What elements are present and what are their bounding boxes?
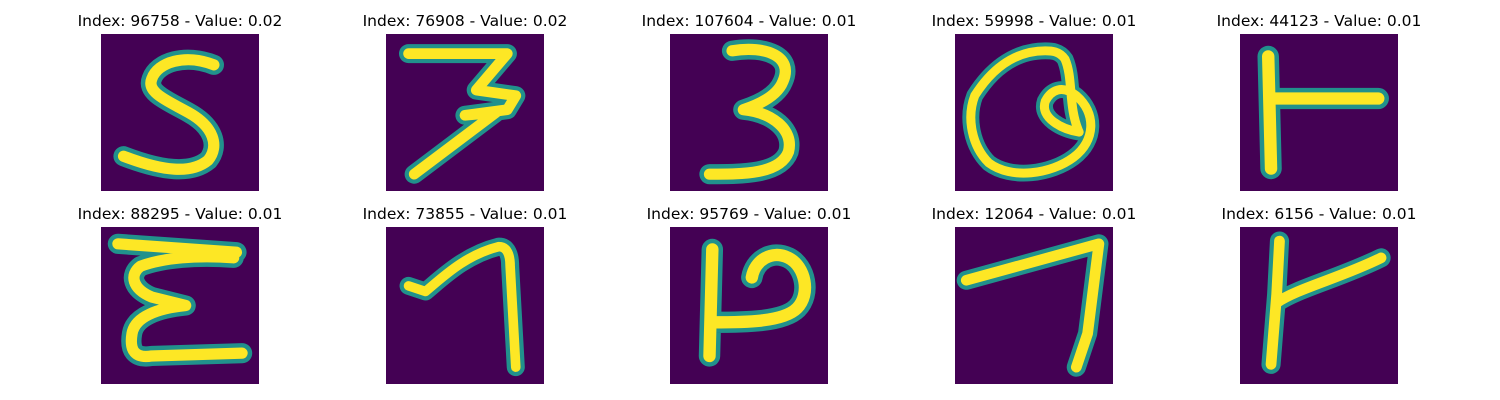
digit-image bbox=[101, 34, 259, 191]
panel-title: Index: 59998 - Value: 0.01 bbox=[931, 12, 1137, 30]
digit-image bbox=[386, 34, 544, 191]
panel-title: Index: 95769 - Value: 0.01 bbox=[646, 205, 852, 223]
panel-title: Index: 76908 - Value: 0.02 bbox=[362, 12, 568, 30]
digit-image bbox=[670, 227, 828, 384]
sample-panel-4: Index: 59998 - Value: 0.01 bbox=[914, 12, 1154, 192]
sample-panel-2: Index: 76908 - Value: 0.02 bbox=[345, 12, 585, 192]
digit-image bbox=[1240, 227, 1398, 384]
sample-panel-8: Index: 95769 - Value: 0.01 bbox=[629, 205, 869, 385]
digit-image bbox=[1240, 34, 1398, 191]
sample-panel-7: Index: 73855 - Value: 0.01 bbox=[345, 205, 585, 385]
digit-image bbox=[955, 34, 1113, 191]
sample-panel-1: Index: 96758 - Value: 0.02 bbox=[60, 12, 300, 192]
digit-image bbox=[386, 227, 544, 384]
sample-panel-6: Index: 88295 - Value: 0.01 bbox=[60, 205, 300, 385]
panel-title: Index: 6156 - Value: 0.01 bbox=[1221, 205, 1417, 223]
sample-panel-10: Index: 6156 - Value: 0.01 bbox=[1199, 205, 1439, 385]
panel-title: Index: 107604 - Value: 0.01 bbox=[641, 12, 857, 30]
panel-title: Index: 88295 - Value: 0.01 bbox=[77, 205, 283, 223]
sample-panel-5: Index: 44123 - Value: 0.01 bbox=[1199, 12, 1439, 192]
digit-image bbox=[101, 227, 259, 384]
digit-image bbox=[955, 227, 1113, 384]
digit-image bbox=[670, 34, 828, 191]
sample-panel-9: Index: 12064 - Value: 0.01 bbox=[914, 205, 1154, 385]
panel-title: Index: 96758 - Value: 0.02 bbox=[77, 12, 283, 30]
panel-title: Index: 44123 - Value: 0.01 bbox=[1216, 12, 1422, 30]
panel-title: Index: 12064 - Value: 0.01 bbox=[931, 205, 1137, 223]
sample-panel-3: Index: 107604 - Value: 0.01 bbox=[629, 12, 869, 192]
panel-title: Index: 73855 - Value: 0.01 bbox=[362, 205, 568, 223]
